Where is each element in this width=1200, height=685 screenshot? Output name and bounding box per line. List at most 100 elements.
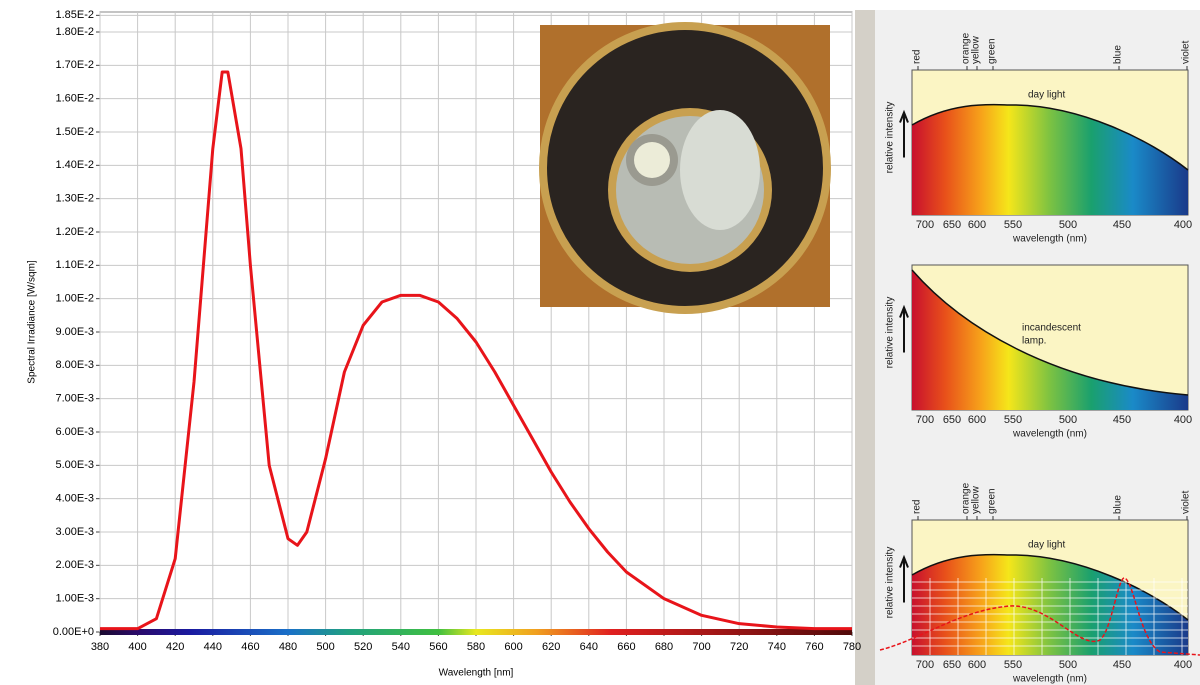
panel-x-tick: 650: [943, 659, 961, 671]
photo-inset: [539, 22, 831, 314]
x-tick-label: 440: [204, 641, 222, 653]
color-label: orange: [961, 32, 972, 64]
x-tick-label: 460: [241, 641, 259, 653]
color-label: yellow: [971, 35, 982, 64]
curve-label: day light: [1028, 90, 1065, 101]
separator: [855, 10, 875, 685]
spectrum-fill: [912, 270, 1188, 410]
panel-x-tick: 400: [1174, 659, 1192, 671]
panel-x-tick: 500: [1059, 219, 1077, 231]
panel-x-tick: 500: [1059, 414, 1077, 426]
y-tick-label: 1.85E-2: [55, 9, 94, 21]
y-tick-label: 5.00E-3: [55, 459, 94, 471]
panel-x-label: wavelength (nm): [1012, 429, 1087, 440]
panel-x-tick: 400: [1174, 414, 1192, 426]
y-tick-label: 2.00E-3: [55, 559, 94, 571]
color-label: blue: [1113, 45, 1124, 64]
curve-label: day light: [1028, 540, 1065, 551]
panel-x-tick: 550: [1004, 659, 1022, 671]
color-label: red: [912, 500, 923, 514]
y-tick-label: 1.00E-2: [55, 293, 94, 305]
x-tick-label: 380: [91, 641, 109, 653]
curve-label: lamp.: [1022, 336, 1046, 347]
panel-x-tick: 550: [1004, 414, 1022, 426]
panel-x-tick: 450: [1113, 414, 1131, 426]
color-label: yellow: [971, 485, 982, 514]
y-tick-label: 1.70E-2: [55, 59, 94, 71]
panel-y-label: relative intensity: [885, 102, 896, 174]
curve-label: incandescent: [1022, 323, 1081, 334]
panel-x-tick: 700: [916, 659, 934, 671]
color-label: violet: [1181, 40, 1192, 64]
y-tick-label: 1.80E-2: [55, 26, 94, 38]
x-tick-label: 780: [843, 641, 861, 653]
x-tick-label: 680: [655, 641, 673, 653]
panel-x-tick: 700: [916, 414, 934, 426]
panel-y-label: relative intensity: [885, 547, 896, 619]
panel-x-tick: 400: [1174, 219, 1192, 231]
y-tick-label: 1.50E-2: [55, 126, 94, 138]
panel-x-tick: 450: [1113, 219, 1131, 231]
y-tick-label: 7.00E-3: [55, 393, 94, 405]
y-axis-label: Spectral Irradiance [W/sqm]: [27, 260, 38, 384]
series-line: [100, 70, 852, 631]
panel-x-tick: 500: [1059, 659, 1077, 671]
panel-x-tick: 450: [1113, 659, 1131, 671]
spectrum-strip: [100, 629, 852, 635]
x-tick-label: 660: [617, 641, 635, 653]
panel-x-label: wavelength (nm): [1012, 234, 1087, 245]
x-tick-label: 500: [316, 641, 334, 653]
y-tick-label: 8.00E-3: [55, 359, 94, 371]
color-label: green: [987, 488, 998, 514]
y-tick-label: 6.00E-3: [55, 426, 94, 438]
y-tick-label: 0.00E+0: [53, 626, 94, 638]
color-label: blue: [1113, 495, 1124, 514]
x-tick-label: 600: [504, 641, 522, 653]
panel-x-tick: 600: [968, 414, 986, 426]
y-tick-label: 1.20E-2: [55, 226, 94, 238]
y-tick-label: 4.00E-3: [55, 493, 94, 505]
arrow: [899, 304, 909, 353]
x-tick-label: 540: [392, 641, 410, 653]
x-tick-label: 520: [354, 641, 372, 653]
y-tick-label: 1.60E-2: [55, 93, 94, 105]
y-tick-label: 1.10E-2: [55, 259, 94, 271]
x-tick-label: 700: [692, 641, 710, 653]
y-tick-label: 1.00E-3: [55, 593, 94, 605]
color-label: red: [912, 50, 923, 64]
x-tick-label: 400: [128, 641, 146, 653]
panel-x-tick: 550: [1004, 219, 1022, 231]
panel-curve: [911, 269, 1189, 396]
panel-x-tick: 700: [916, 219, 934, 231]
y-tick-label: 9.00E-3: [55, 326, 94, 338]
color-label: violet: [1181, 490, 1192, 514]
color-label: green: [987, 38, 998, 64]
panel-x-tick: 650: [943, 414, 961, 426]
x-tick-label: 740: [768, 641, 786, 653]
arrow: [899, 109, 909, 158]
x-tick-label: 480: [279, 641, 297, 653]
arrow: [899, 554, 909, 603]
x-tick-label: 620: [542, 641, 560, 653]
x-tick-label: 760: [805, 641, 823, 653]
panel-x-tick: 600: [968, 219, 986, 231]
y-tick-label: 1.30E-2: [55, 193, 94, 205]
panel-x-label: wavelength (nm): [1012, 674, 1087, 685]
x-tick-label: 420: [166, 641, 184, 653]
panel-x-tick: 600: [968, 659, 986, 671]
x-tick-label: 560: [429, 641, 447, 653]
y-tick-label: 1.40E-2: [55, 159, 94, 171]
panel-x-tick: 650: [943, 219, 961, 231]
x-tick-label: 640: [580, 641, 598, 653]
panel-curve: [911, 103, 1189, 171]
color-label: orange: [961, 482, 972, 514]
panel-curve: [911, 553, 1189, 621]
x-tick-label: 580: [467, 641, 485, 653]
x-axis-label: Wavelength [nm]: [439, 668, 514, 679]
panel-y-label: relative intensity: [885, 297, 896, 369]
y-tick-label: 3.00E-3: [55, 526, 94, 538]
spectrum-fill: [912, 104, 1188, 215]
x-tick-label: 720: [730, 641, 748, 653]
